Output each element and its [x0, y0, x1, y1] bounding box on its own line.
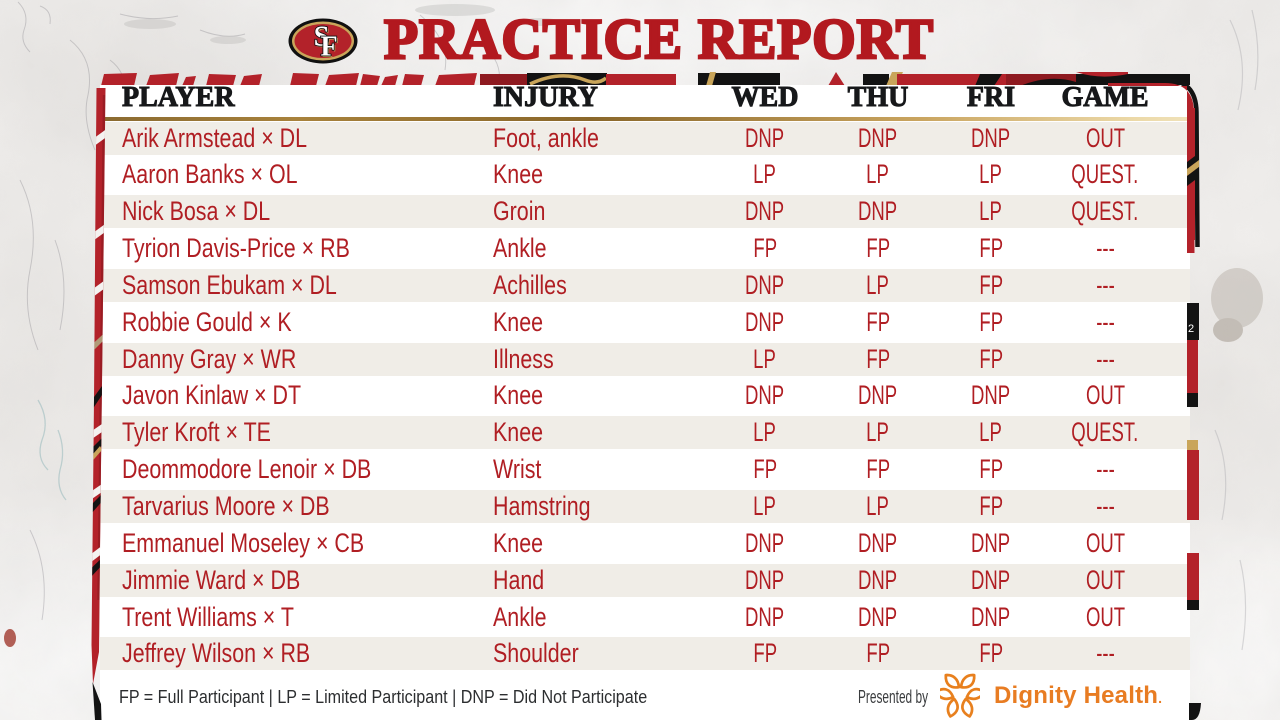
- svg-text:S: S: [315, 23, 331, 54]
- svg-text:2: 2: [1188, 323, 1194, 335]
- svg-text:F: F: [322, 33, 339, 64]
- svg-text:S: S: [314, 22, 330, 53]
- svg-text:F: F: [320, 32, 337, 63]
